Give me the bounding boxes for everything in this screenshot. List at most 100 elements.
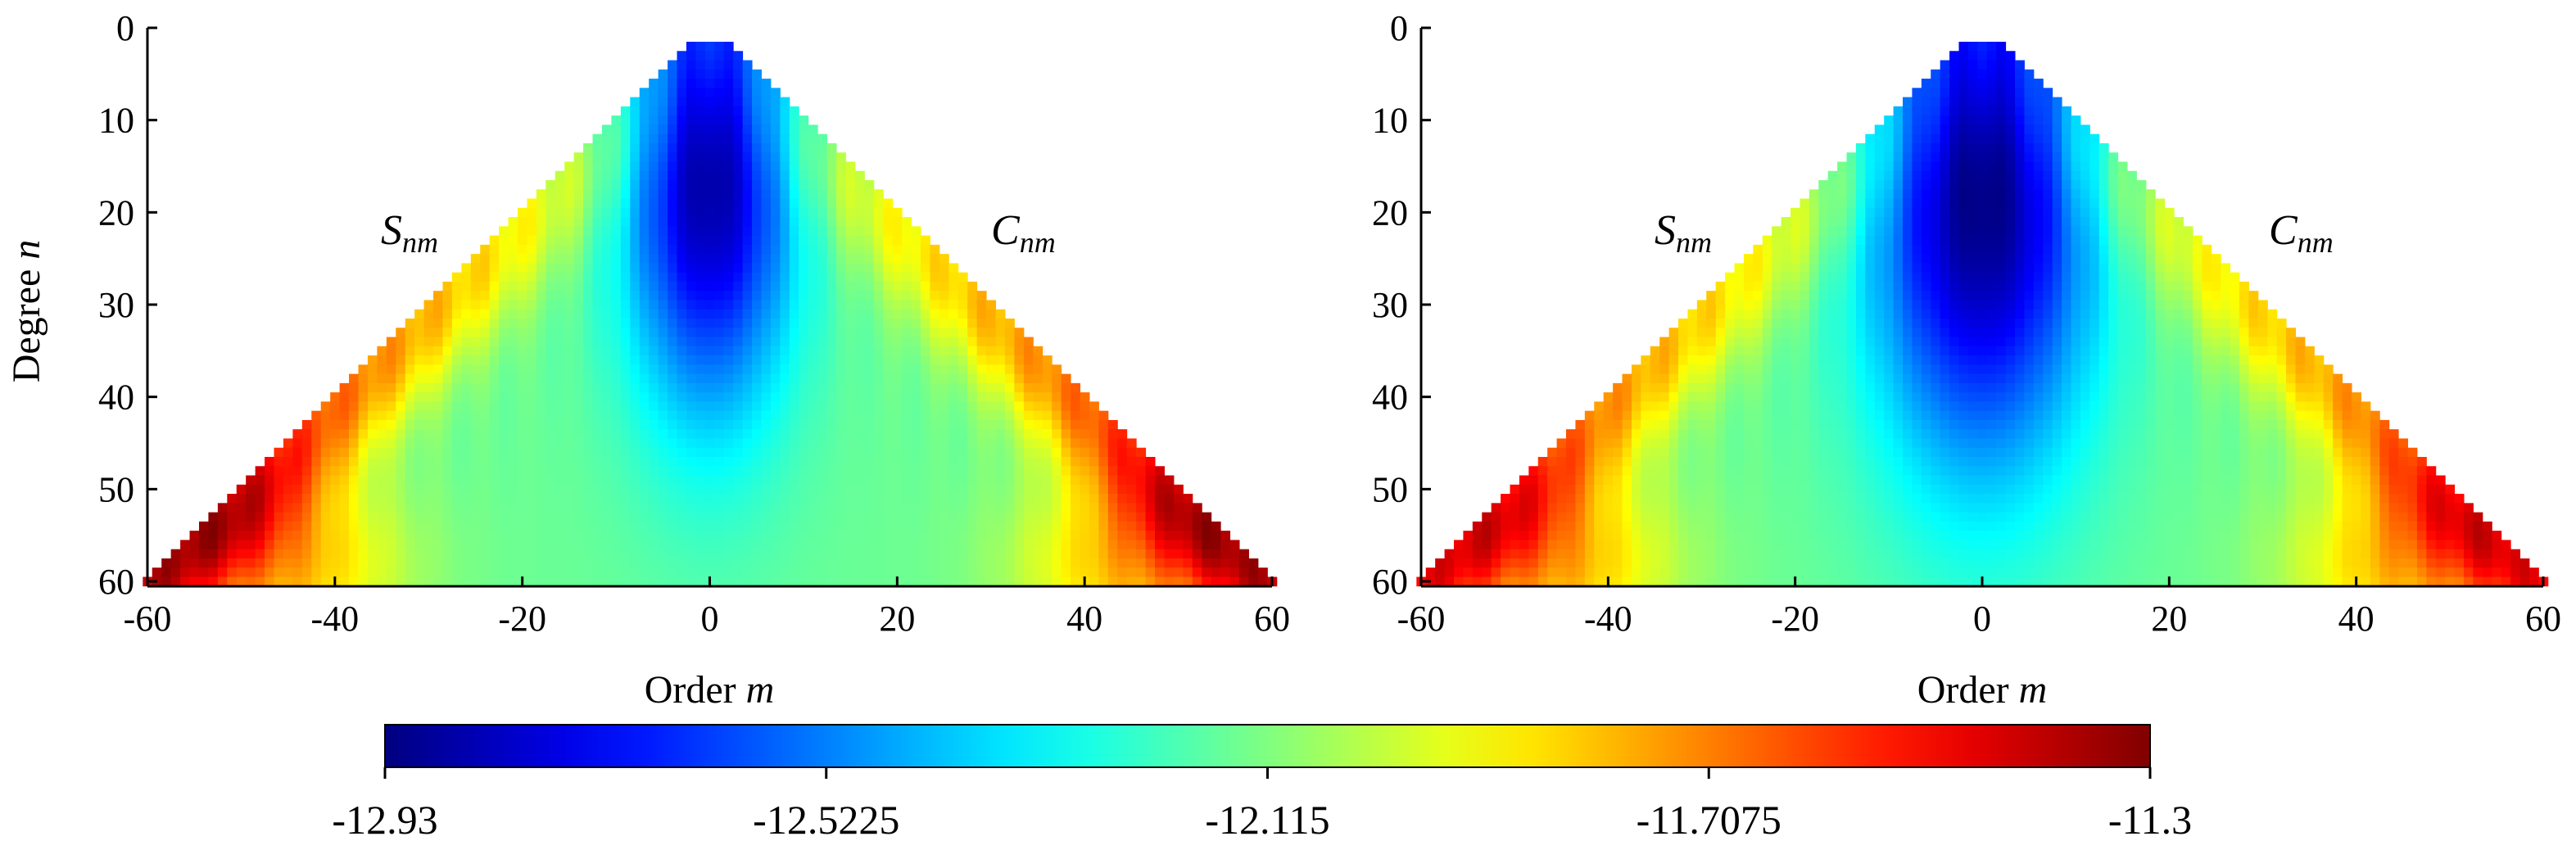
heatmap-cell (2127, 254, 2137, 264)
heatmap-cell (714, 207, 725, 218)
heatmap-cell (658, 540, 668, 550)
heatmap-cell (967, 484, 978, 495)
heatmap-cell (1164, 531, 1175, 540)
heatmap-cell (358, 503, 369, 513)
heatmap-cell (405, 346, 415, 356)
heatmap-cell (845, 494, 856, 504)
heatmap-cell (1080, 438, 1090, 449)
heatmap-cell (789, 300, 799, 310)
heatmap-cell (742, 254, 753, 264)
heatmap-cell (1080, 475, 1090, 486)
heatmap-cell (536, 576, 546, 587)
heatmap-cell (742, 337, 753, 347)
heatmap-cell (1986, 328, 1997, 337)
heatmap-cell (470, 484, 481, 495)
heatmap-cell (2108, 226, 2119, 237)
heatmap-cell (461, 475, 472, 486)
heatmap-cell (1893, 106, 1904, 116)
heatmap-cell (864, 263, 875, 274)
heatmap-cell (1996, 152, 2007, 162)
heatmap-cell (1809, 328, 1819, 337)
heatmap-cell (451, 364, 462, 375)
heatmap-cell (668, 133, 678, 144)
heatmap-cell (1080, 531, 1090, 540)
heatmap-cell (742, 291, 753, 301)
heatmap-cell (836, 438, 846, 449)
heatmap-cell (1014, 531, 1025, 540)
heatmap-cell (695, 115, 706, 125)
heatmap-cell (2015, 142, 2025, 153)
heatmap-cell (2164, 217, 2175, 227)
heatmap-cell (423, 318, 434, 328)
heatmap-cell (742, 133, 753, 144)
heatmap-cell (1023, 494, 1034, 504)
heatmap-cell (911, 456, 921, 467)
heatmap-cell (1706, 291, 1717, 301)
heatmap-cell (601, 503, 612, 513)
heatmap-cell (826, 429, 837, 439)
heatmap-cell (976, 346, 987, 356)
heatmap-cell (1827, 170, 1838, 181)
heatmap-cell (1004, 401, 1015, 412)
heatmap-cell (639, 346, 650, 356)
heatmap-cell (189, 558, 200, 568)
heatmap-cell (902, 254, 912, 264)
heatmap-cell (892, 207, 903, 218)
heatmap-cell (2024, 198, 2035, 209)
heatmap-cell (2221, 281, 2231, 292)
heatmap-cell (892, 281, 903, 292)
heatmap-cell (1023, 456, 1034, 467)
heatmap-cell (1893, 328, 1904, 337)
heatmap-cell (423, 531, 434, 540)
heatmap-cell (733, 309, 744, 319)
heatmap-cell (555, 466, 565, 476)
heatmap-cell (1874, 263, 1885, 274)
heatmap-cell (752, 309, 762, 319)
heatmap-cell (1239, 567, 1249, 577)
heatmap-cell (649, 291, 659, 301)
heatmap-cell (939, 382, 949, 393)
heatmap-cell (1042, 512, 1053, 522)
heatmap-cell (1791, 263, 1800, 274)
heatmap-cell (902, 419, 912, 430)
heatmap-cell (1884, 281, 1895, 292)
heatmap-cell (1931, 263, 1941, 274)
heatmap-cell (1042, 503, 1053, 513)
heatmap-cell (2062, 115, 2072, 125)
heatmap-cell (377, 382, 387, 393)
heatmap-cell (508, 540, 518, 550)
heatmap-cell (1958, 142, 1969, 153)
heatmap-cell (1912, 337, 1922, 347)
heatmap-cell (2089, 235, 2100, 246)
heatmap-cell (920, 328, 930, 337)
heatmap-cell (911, 567, 921, 577)
heatmap-cell (611, 161, 622, 172)
heatmap-cell (2089, 226, 2100, 237)
heatmap-cell (639, 419, 650, 430)
heatmap-cell (883, 466, 894, 476)
heatmap-cell (527, 281, 537, 292)
heatmap-cell (704, 447, 715, 458)
heatmap-cell (246, 567, 256, 577)
heatmap-cell (854, 300, 865, 310)
heatmap-cell (1818, 328, 1829, 337)
heatmap-cell (2136, 328, 2147, 337)
heatmap-cell (367, 447, 378, 458)
heatmap-cell (639, 309, 650, 319)
heatmap-cell (920, 318, 930, 328)
heatmap-cell (1931, 79, 1941, 88)
heatmap-cell (555, 475, 565, 486)
heatmap-cell (480, 291, 491, 301)
heatmap-cell (930, 484, 940, 495)
heatmap-cell (1117, 531, 1128, 540)
heatmap-cell (761, 142, 772, 153)
heatmap-cell (649, 106, 659, 116)
heatmap-cell (1986, 281, 1997, 292)
heatmap-cell (536, 217, 546, 227)
heatmap-cell (480, 494, 491, 504)
heatmap-cell (377, 558, 387, 568)
heatmap-cell (939, 531, 949, 540)
heatmap-cell (704, 291, 715, 301)
heatmap-cell (2117, 179, 2128, 190)
heatmap-cell (892, 540, 903, 550)
